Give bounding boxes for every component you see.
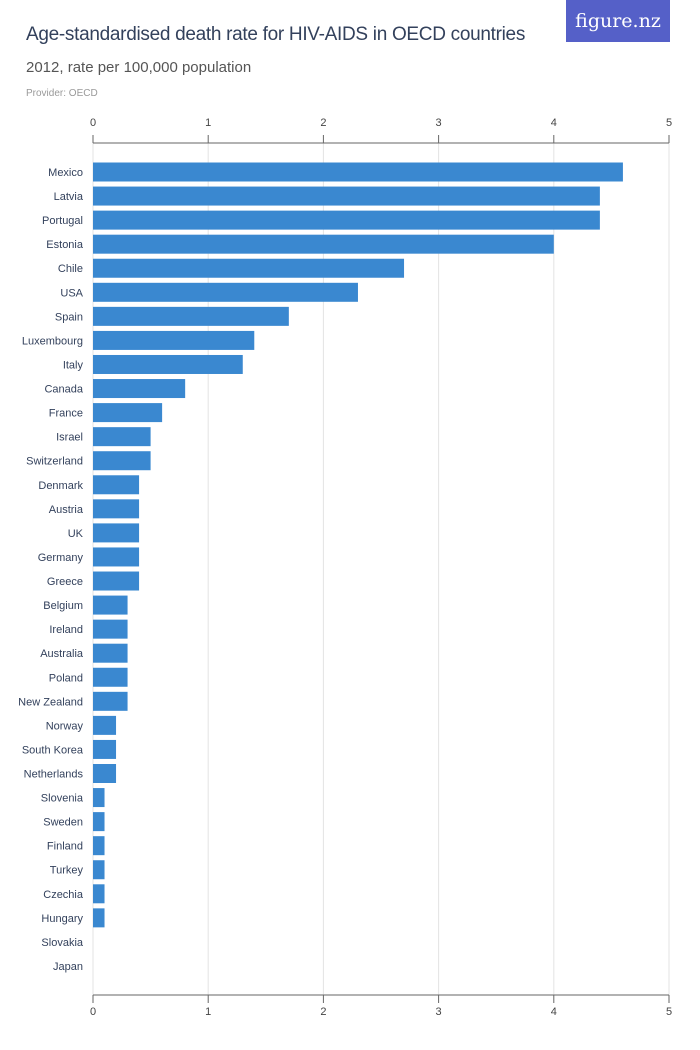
category-label: France xyxy=(49,408,83,420)
category-label: Netherlands xyxy=(24,769,84,781)
bar-switzerland xyxy=(93,451,151,471)
bar-italy xyxy=(93,354,243,374)
bar-portugal xyxy=(93,210,600,230)
category-label: Canada xyxy=(44,384,83,396)
tick-label-top: 3 xyxy=(436,117,442,129)
bar-usa xyxy=(93,282,358,302)
chart-title: Age-standardised death rate for HIV-AIDS… xyxy=(26,24,526,45)
bar-denmark xyxy=(93,475,140,495)
bar-greece xyxy=(93,571,140,591)
category-label: Luxembourg xyxy=(22,335,83,347)
bar-czechia xyxy=(93,884,105,904)
provider-label: Provider: OECD xyxy=(26,88,98,99)
category-label: Israel xyxy=(56,432,83,444)
category-label: Italy xyxy=(63,359,84,371)
figure-nz-logo[interactable]: figure.nz xyxy=(566,0,670,42)
category-label: Finland xyxy=(47,841,83,853)
category-label: Slovenia xyxy=(41,793,84,805)
bar-belgium xyxy=(93,595,128,615)
category-label: Japan xyxy=(53,961,83,973)
category-label: Chile xyxy=(58,263,83,275)
bar-finland xyxy=(93,836,105,856)
category-label: South Korea xyxy=(22,744,84,756)
category-label: Slovakia xyxy=(41,937,83,949)
bar-france xyxy=(93,403,163,423)
bar-latvia xyxy=(93,186,600,206)
tick-label-bottom: 2 xyxy=(320,1006,326,1018)
bar-canada xyxy=(93,379,186,399)
bar-netherlands xyxy=(93,764,117,783)
category-label: New Zealand xyxy=(18,696,83,708)
bar-new-zealand xyxy=(93,691,128,711)
tick-label-top: 5 xyxy=(666,117,672,129)
bar-poland xyxy=(93,667,128,687)
bar-south-korea xyxy=(93,739,117,759)
category-label: Portugal xyxy=(42,215,83,227)
bar-israel xyxy=(93,427,151,447)
bar-australia xyxy=(93,643,128,663)
category-label: Australia xyxy=(40,648,84,660)
tick-label-bottom: 0 xyxy=(90,1006,96,1018)
tick-label-top: 4 xyxy=(551,117,557,129)
tick-label-bottom: 5 xyxy=(666,1006,672,1018)
bar-estonia xyxy=(93,234,554,254)
bar-slovenia xyxy=(93,788,105,808)
category-label: Turkey xyxy=(50,865,84,877)
category-label: Belgium xyxy=(43,600,83,612)
bar-turkey xyxy=(93,860,105,880)
category-label: Greece xyxy=(47,576,83,588)
category-label: Denmark xyxy=(38,480,83,492)
category-label: Sweden xyxy=(43,817,83,829)
category-label: Hungary xyxy=(41,913,83,925)
tick-label-top: 0 xyxy=(90,117,96,129)
category-label: USA xyxy=(60,287,83,299)
category-label: Latvia xyxy=(54,191,84,203)
bar-luxembourg xyxy=(93,330,255,350)
bar-austria xyxy=(93,499,140,519)
tick-label-bottom: 3 xyxy=(436,1006,442,1018)
category-label: Estonia xyxy=(46,239,84,251)
category-label: Spain xyxy=(55,311,83,323)
chart-subtitle: 2012, rate per 100,000 population xyxy=(26,59,252,76)
tick-label-bottom: 1 xyxy=(205,1006,211,1018)
category-label: Norway xyxy=(46,720,84,732)
tick-label-bottom: 4 xyxy=(551,1006,557,1018)
category-label: Austria xyxy=(49,504,84,516)
bar-mexico xyxy=(93,162,623,182)
bar-spain xyxy=(93,306,289,326)
bar-norway xyxy=(93,715,117,735)
bar-chile xyxy=(93,258,405,278)
bar-germany xyxy=(93,547,140,567)
category-label: Poland xyxy=(49,672,83,684)
category-label: Switzerland xyxy=(26,456,83,468)
category-label: Ireland xyxy=(49,624,83,636)
tick-label-top: 2 xyxy=(320,117,326,129)
bar-sweden xyxy=(93,812,105,832)
category-label: Germany xyxy=(38,552,84,564)
bar-hungary xyxy=(93,908,105,928)
tick-label-top: 1 xyxy=(205,117,211,129)
category-label: Czechia xyxy=(43,889,84,901)
bar-uk xyxy=(93,523,140,543)
bar-ireland xyxy=(93,619,128,639)
category-label: Mexico xyxy=(48,167,83,179)
category-label: UK xyxy=(68,528,84,540)
